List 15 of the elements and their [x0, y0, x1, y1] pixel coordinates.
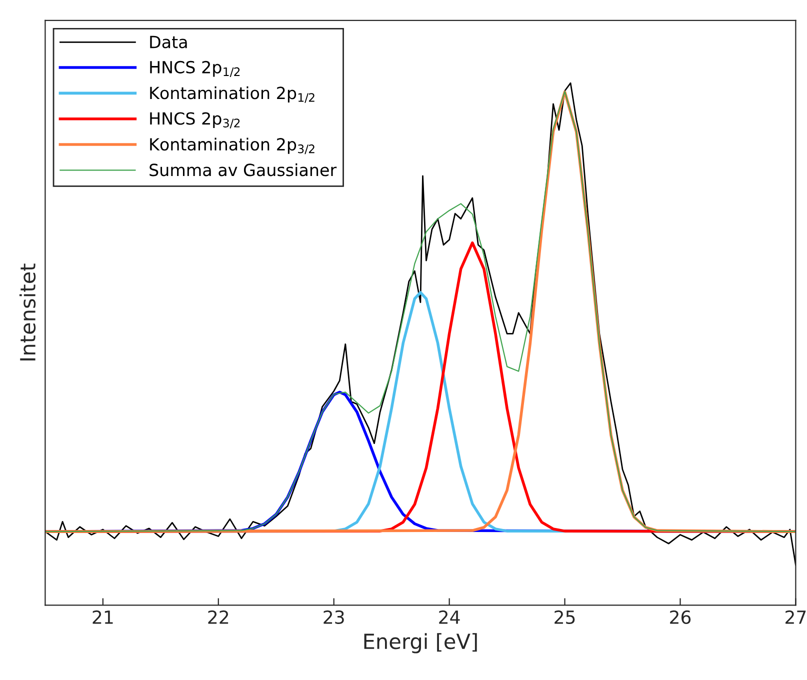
legend-label: HNCS 2p$_{3/2}$ [150, 112, 240, 128]
legend-label: Kontamination 2p$_{3/2}$ [150, 138, 314, 154]
x-tick-label: 23 [324, 610, 344, 624]
legend-label: Kontamination 2p$_{1/2}$ [150, 86, 314, 103]
x-tick-label: 22 [208, 610, 228, 624]
legend-label: Summa av Gaussianer [150, 163, 337, 176]
x-axis-title: Energi [eV] [364, 633, 477, 654]
legend-label: HNCS 2p$_{1/2}$ [150, 60, 240, 78]
x-tick-label: 25 [554, 610, 575, 624]
legend-label: Data [150, 36, 187, 48]
x-tick-label: 26 [670, 610, 691, 624]
x-tick-label: 27 [786, 610, 806, 624]
y-axis-title: Intensitet [19, 264, 36, 360]
x-tick-label: 24 [439, 610, 460, 624]
x-tick-label: 21 [92, 610, 113, 624]
